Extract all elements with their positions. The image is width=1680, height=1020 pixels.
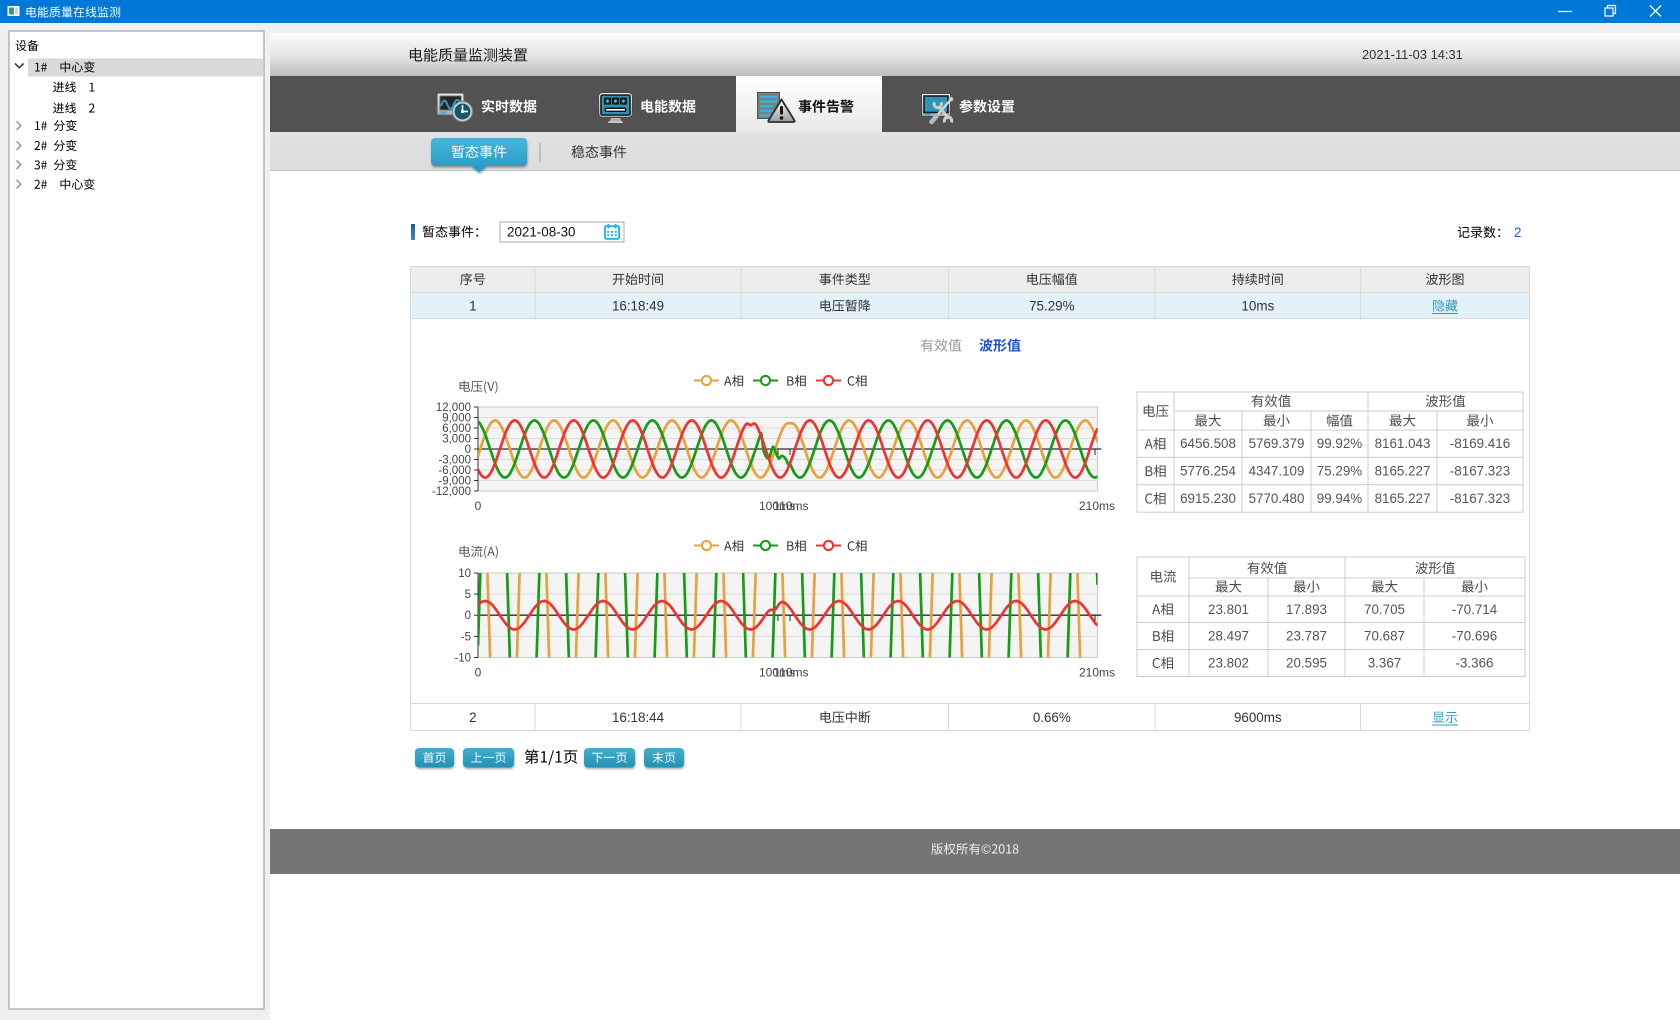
svg-text:100ms: 100ms — [759, 666, 795, 680]
svg-text:210ms: 210ms — [1079, 666, 1115, 680]
svg-text:0: 0 — [475, 666, 482, 680]
svg-text:8161.043: 8161.043 — [1375, 436, 1431, 451]
svg-text:0: 0 — [465, 444, 471, 456]
svg-text:-70.714: -70.714 — [1452, 602, 1498, 617]
svg-text:10: 10 — [458, 568, 471, 580]
svg-text:5776.254: 5776.254 — [1180, 464, 1236, 479]
svg-text:5770.480: 5770.480 — [1249, 491, 1305, 506]
svg-text:99.92%: 99.92% — [1317, 436, 1363, 451]
svg-text:5: 5 — [465, 589, 471, 601]
svg-text:3,000: 3,000 — [442, 434, 471, 446]
svg-text:-3.366: -3.366 — [1456, 656, 1494, 671]
svg-text:0: 0 — [475, 499, 482, 513]
svg-text:6456.508: 6456.508 — [1180, 436, 1236, 451]
svg-text:23.801: 23.801 — [1208, 602, 1249, 617]
svg-text:2021-11-03 14:31: 2021-11-03 14:31 — [1362, 47, 1463, 62]
svg-text:100ms: 100ms — [759, 499, 795, 513]
svg-text:23.787: 23.787 — [1286, 629, 1327, 644]
svg-text:70.705: 70.705 — [1364, 602, 1405, 617]
svg-text:75.29%: 75.29% — [1317, 464, 1363, 479]
svg-text:110ms: 110ms — [773, 499, 808, 513]
svg-text:0: 0 — [465, 610, 471, 622]
svg-text:23.802: 23.802 — [1208, 656, 1249, 671]
svg-text:16:18:44: 16:18:44 — [612, 710, 665, 725]
svg-text:12,000: 12,000 — [436, 402, 471, 414]
svg-text:-12,000: -12,000 — [432, 486, 471, 498]
svg-text:6915.230: 6915.230 — [1180, 491, 1236, 506]
svg-text:3.367: 3.367 — [1368, 656, 1402, 671]
svg-text:70.687: 70.687 — [1364, 629, 1405, 644]
svg-text:9600ms: 9600ms — [1234, 710, 1282, 725]
svg-text:-70.696: -70.696 — [1452, 629, 1497, 644]
svg-text:9,000: 9,000 — [442, 413, 471, 425]
svg-text:2: 2 — [469, 710, 476, 725]
svg-text:-10: -10 — [454, 653, 471, 665]
svg-text:28.497: 28.497 — [1208, 629, 1249, 644]
svg-text:5769.379: 5769.379 — [1249, 436, 1305, 451]
svg-text:17.893: 17.893 — [1286, 602, 1327, 617]
svg-text:-5: -5 — [461, 631, 471, 643]
svg-text:99.94%: 99.94% — [1317, 491, 1363, 506]
svg-text:2: 2 — [1514, 225, 1521, 240]
svg-text:6,000: 6,000 — [442, 423, 471, 435]
svg-text:-8169.416: -8169.416 — [1450, 436, 1510, 451]
svg-text:-9,000: -9,000 — [438, 476, 471, 488]
svg-text:8165.227: 8165.227 — [1375, 491, 1431, 506]
svg-text:20.595: 20.595 — [1286, 656, 1327, 671]
svg-text:16:18:49: 16:18:49 — [612, 299, 664, 314]
svg-text:-8167.323: -8167.323 — [1450, 491, 1510, 506]
svg-text:0.66%: 0.66% — [1033, 710, 1071, 725]
svg-text:-3,000: -3,000 — [438, 455, 471, 467]
svg-text:8165.227: 8165.227 — [1375, 464, 1431, 479]
svg-text:1: 1 — [469, 299, 476, 314]
svg-text:110ms: 110ms — [773, 666, 808, 680]
svg-text:210ms: 210ms — [1079, 499, 1115, 513]
svg-text:10ms: 10ms — [1241, 299, 1274, 314]
svg-text:4347.109: 4347.109 — [1249, 464, 1305, 479]
svg-text:-6,000: -6,000 — [438, 465, 471, 477]
svg-text:2021-08-30: 2021-08-30 — [507, 225, 576, 240]
svg-text:75.29%: 75.29% — [1029, 299, 1075, 314]
svg-text:-8167.323: -8167.323 — [1450, 464, 1510, 479]
